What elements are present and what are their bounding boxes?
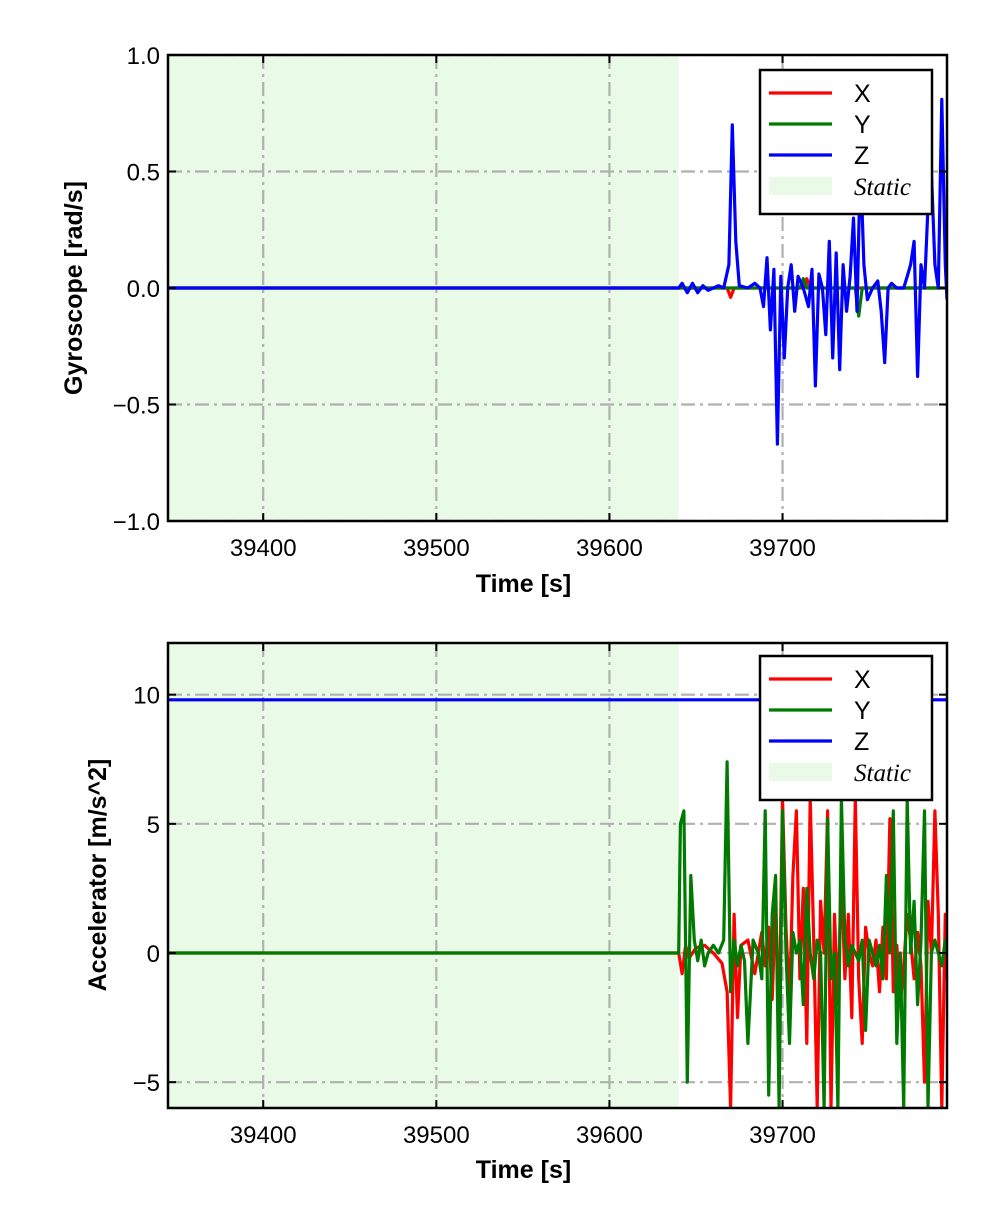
- x-tick-label: 39600: [576, 535, 643, 562]
- x-axis-title: Time [s]: [476, 570, 571, 598]
- series-line-y: [168, 277, 947, 318]
- y-tick-label: −1.0: [113, 509, 160, 536]
- y-tick-label: 5: [147, 812, 160, 839]
- series-line-y: [168, 760, 947, 1108]
- y-tick-label: 0.0: [127, 276, 160, 303]
- y-tick-label: −0.5: [113, 393, 160, 420]
- plot-frame: [166, 641, 949, 1110]
- series-group: [168, 97, 947, 446]
- accelerator-chart: 39400 39500 39600 39700 −5 0 5 10 Time [s] Accele…: [84, 641, 949, 1184]
- legend-label-static: Static: [854, 174, 911, 201]
- x-tick-label: 39500: [403, 1122, 470, 1149]
- gyroscope-chart: 39400 39500 39600 39700 −1.0 −0.5 0.0 0.5 1.0 Tim…: [60, 43, 949, 598]
- legend-swatch-static: [769, 763, 832, 781]
- y-tick-label: 0: [147, 941, 160, 968]
- x-tick-label: 39700: [749, 535, 816, 562]
- static-region: [168, 643, 679, 1108]
- y-axis-title: Accelerator [m/s^2]: [84, 759, 112, 992]
- x-tick-label: 39700: [749, 1122, 816, 1149]
- legend-swatch-static: [769, 177, 832, 195]
- legend: XYZ Static: [758, 654, 934, 802]
- x-tick-label: 39500: [403, 535, 470, 562]
- series-line-x: [168, 796, 947, 1108]
- legend: XYZ Static: [758, 68, 934, 216]
- y-tick-label: −5: [133, 1070, 160, 1097]
- x-tick-label: 39600: [576, 1122, 643, 1149]
- x-axis-title: Time [s]: [476, 1156, 571, 1184]
- x-tick-label: 39400: [230, 1122, 297, 1149]
- y-tick-label: 10: [133, 683, 160, 710]
- y-axis-title: Gyroscope [rad/s]: [60, 181, 88, 395]
- legend-label-y: Y: [854, 111, 871, 139]
- legend-label-x: X: [854, 80, 871, 108]
- series-line-z: [168, 97, 947, 446]
- y-tick-label: 1.0: [127, 43, 160, 70]
- plot-frame: [166, 53, 949, 523]
- legend-label-x: X: [854, 666, 871, 694]
- legend-label-y: Y: [854, 697, 871, 725]
- legend-label-z: Z: [854, 142, 869, 170]
- legend-label-static: Static: [854, 760, 911, 787]
- y-tick-label: 0.5: [127, 160, 160, 187]
- legend-label-z: Z: [854, 728, 869, 756]
- x-tick-label: 39400: [230, 535, 297, 562]
